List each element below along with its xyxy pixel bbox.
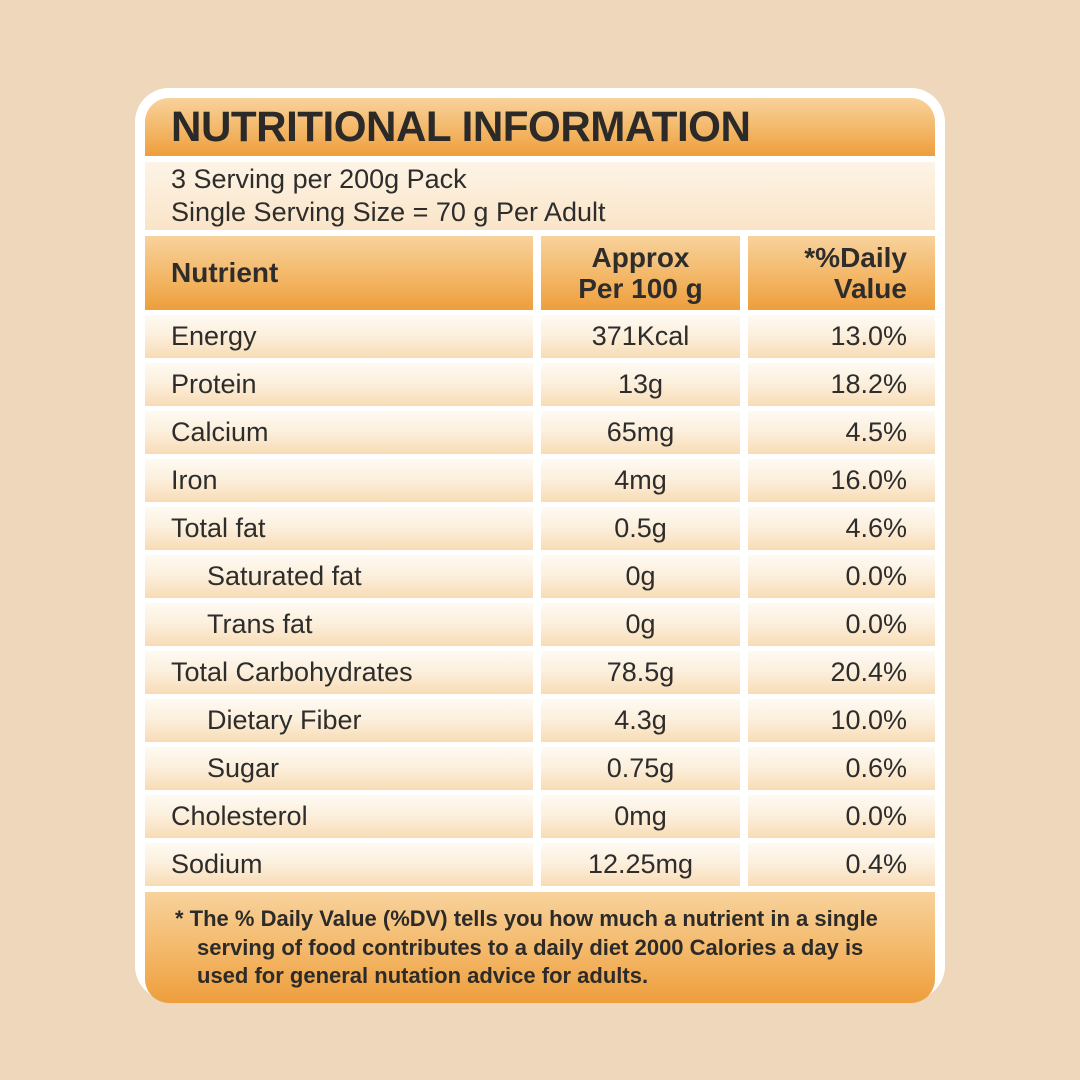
table-row-total-fat: Total fat 0.5g 4.6%	[145, 507, 935, 550]
amount-cell: 78.5g	[541, 651, 740, 694]
table-row-trans-fat: Trans fat 0g 0.0%	[145, 603, 935, 646]
daily-value-footnote: * The % Daily Value (%DV) tells you how …	[145, 892, 935, 1003]
serving-count-text: 3 Serving per 200g Pack	[171, 164, 467, 195]
daily-value-cell: 0.4%	[748, 843, 935, 886]
nutrient-cell: Sugar	[145, 747, 533, 790]
table-row-sugar: Sugar 0.75g 0.6%	[145, 747, 935, 790]
nutrient-cell: Dietary Fiber	[145, 699, 533, 742]
serving-size-text: Single Serving Size = 70 g Per Adult	[171, 197, 606, 227]
amount-cell: 65mg	[541, 411, 740, 454]
serving-info: 3 Serving per 200g Pack Single Serving S…	[145, 162, 935, 230]
daily-value-cell: 0.0%	[748, 795, 935, 838]
amount-cell: 0.75g	[541, 747, 740, 790]
nutrient-cell: Protein	[145, 363, 533, 406]
amount-cell: 13g	[541, 363, 740, 406]
daily-value-cell: 20.4%	[748, 651, 935, 694]
table-header-row: Nutrient Approx Per 100 g *%Daily Value	[145, 236, 935, 310]
nutrient-cell: Cholesterol	[145, 795, 533, 838]
table-row-energy: Energy 371Kcal 13.0%	[145, 315, 935, 358]
daily-value-cell: 0.0%	[748, 555, 935, 598]
nutrient-cell: Iron	[145, 459, 533, 502]
amount-cell: 371Kcal	[541, 315, 740, 358]
table-row-total-carbohydrates: Total Carbohydrates 78.5g 20.4%	[145, 651, 935, 694]
nutrient-cell: Saturated fat	[145, 555, 533, 598]
header-daily-line1: *%Daily	[804, 241, 907, 273]
header-approx-line1: Approx	[591, 241, 690, 273]
nutrient-cell: Energy	[145, 315, 533, 358]
daily-value-cell: 0.0%	[748, 603, 935, 646]
nutrient-cell: Total Carbohydrates	[145, 651, 533, 694]
daily-value-cell: 10.0%	[748, 699, 935, 742]
header-daily-line2: Value	[833, 273, 907, 304]
footnote-text: * The % Daily Value (%DV) tells you how …	[175, 906, 878, 989]
nutrient-cell: Trans fat	[145, 603, 533, 646]
amount-cell: 4mg	[541, 459, 740, 502]
nutrient-cell: Sodium	[145, 843, 533, 886]
daily-value-cell: 4.5%	[748, 411, 935, 454]
table-row-saturated-fat: Saturated fat 0g 0.0%	[145, 555, 935, 598]
daily-value-cell: 4.6%	[748, 507, 935, 550]
daily-value-cell: 13.0%	[748, 315, 935, 358]
header-daily-value: *%Daily Value	[748, 236, 935, 310]
amount-cell: 0g	[541, 555, 740, 598]
header-approx-per-100g: Approx Per 100 g	[541, 236, 740, 310]
amount-cell: 0mg	[541, 795, 740, 838]
nutrient-cell: Calcium	[145, 411, 533, 454]
daily-value-cell: 16.0%	[748, 459, 935, 502]
table-row-sodium: Sodium 12.25mg 0.4%	[145, 843, 935, 886]
daily-value-cell: 18.2%	[748, 363, 935, 406]
header-approx-line2: Per 100 g	[578, 273, 703, 304]
header-nutrient: Nutrient	[145, 236, 533, 310]
table-row-dietary-fiber: Dietary Fiber 4.3g 10.0%	[145, 699, 935, 742]
label-title-bar: NUTRITIONAL INFORMATION	[145, 98, 935, 156]
table-row-calcium: Calcium 65mg 4.5%	[145, 411, 935, 454]
amount-cell: 0.5g	[541, 507, 740, 550]
amount-cell: 12.25mg	[541, 843, 740, 886]
amount-cell: 4.3g	[541, 699, 740, 742]
label-title: NUTRITIONAL INFORMATION	[171, 102, 751, 151]
header-nutrient-label: Nutrient	[171, 257, 279, 289]
table-row-cholesterol: Cholesterol 0mg 0.0%	[145, 795, 935, 838]
nutrition-label-card: NUTRITIONAL INFORMATION 3 Serving per 20…	[135, 88, 945, 1003]
amount-cell: 0g	[541, 603, 740, 646]
nutrient-cell: Total fat	[145, 507, 533, 550]
table-row-iron: Iron 4mg 16.0%	[145, 459, 935, 502]
table-row-protein: Protein 13g 18.2%	[145, 363, 935, 406]
daily-value-cell: 0.6%	[748, 747, 935, 790]
